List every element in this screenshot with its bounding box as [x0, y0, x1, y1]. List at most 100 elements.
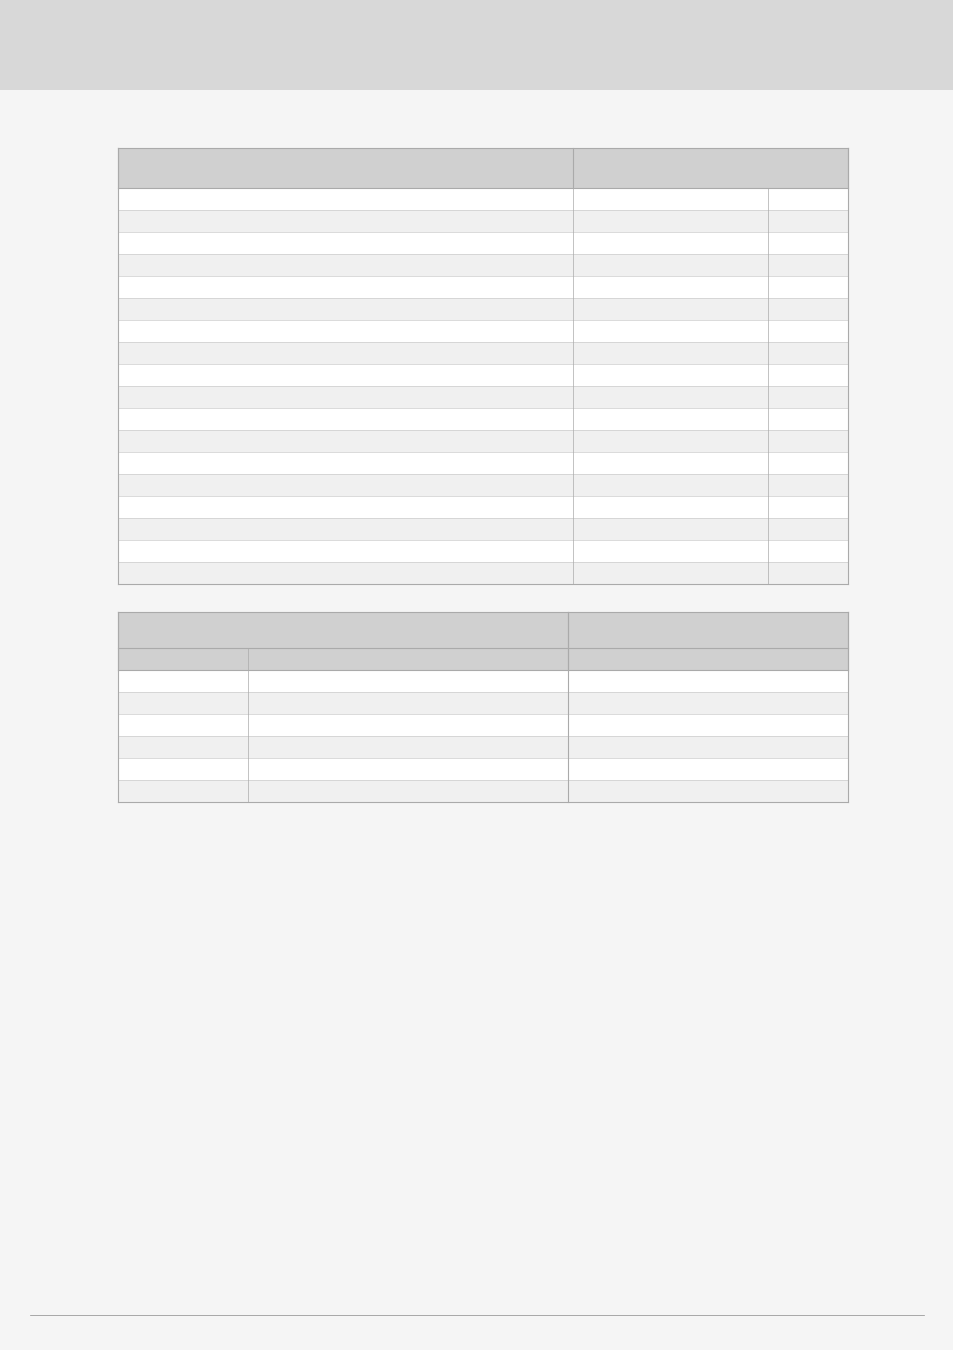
Text: Firmware 1.37 - 09/2006: Firmware 1.37 - 09/2006 [408, 1323, 545, 1332]
Text: s: s [772, 435, 779, 448]
Text: ms: ms [772, 369, 790, 382]
Text: s: s [772, 567, 779, 580]
Text: Control/setpoint inputs of the function: Control/setpoint inputs of the function [126, 621, 396, 634]
Text: 0.00: 0.00 [737, 325, 762, 338]
Text: Lenze setting: Lenze setting [126, 653, 221, 666]
Text: 0.5: 0.5 [743, 545, 762, 558]
Text: → Brake status signal: → Brake status signal [253, 720, 380, 732]
Text: C02599: C02599 [126, 567, 172, 580]
Text: 406: 406 [40, 1323, 66, 1336]
Text: 1.000: 1.000 [729, 522, 762, 536]
Text: Grinding OFF time: Grinding OFF time [206, 567, 314, 580]
Text: C02585: C02585 [126, 281, 172, 294]
Text: Permissible angle of rotation: Permissible angle of rotation [206, 479, 375, 491]
Text: C03165/1: C03165/1 [679, 675, 736, 688]
Text: Status input monitoring: Status input monitoring [206, 259, 346, 271]
Text: Source of starting torque: Source of starting torque [206, 347, 354, 360]
Text: C02598: C02598 [126, 545, 172, 558]
Text: C02589: C02589 [126, 369, 172, 382]
Text: ms: ms [772, 392, 790, 404]
Text: C02594: C02594 [126, 458, 172, 470]
Text: Brake control polarity: Brake control polarity [206, 281, 334, 294]
Text: 0.5: 0.5 [743, 567, 762, 580]
Text: s: s [772, 522, 779, 536]
Text: 0 %: 0 % [219, 784, 242, 798]
Text: Starting torque 1: Starting torque 1 [206, 302, 307, 316]
Text: Activate the brake immediately: Activate the brake immediately [617, 238, 803, 250]
Text: rpm: rpm [772, 215, 796, 228]
Text: Accel./decel. time - grinding: Accel./decel. time - grinding [206, 522, 372, 536]
Text: s: s [772, 545, 779, 558]
Text: FALSE: FALSE [207, 675, 242, 688]
Text: C02580: C02580 [126, 193, 172, 207]
Text: Grinding ON time: Grinding ON time [206, 545, 309, 558]
Text: C03166: C03166 [684, 784, 730, 798]
Text: Lenze: Lenze [840, 1323, 913, 1343]
Text: Signal configuration: Signal configuration [637, 621, 779, 634]
Text: → Dialog level: → Dialog level [358, 122, 455, 135]
Text: Brake activation threshold: Brake activation threshold [206, 215, 362, 228]
Text: C02597: C02597 [126, 522, 172, 536]
Text: → Grind brake: → Grind brake [253, 763, 337, 776]
Text: ▶: ▶ [118, 122, 127, 135]
Text: FALSE: FALSE [207, 720, 242, 732]
Text: FALSE: FALSE [207, 763, 242, 776]
Text: rpm: rpm [772, 501, 796, 514]
Text: °: ° [772, 479, 778, 491]
Text: Control/setpoint input: Control/setpoint input [255, 653, 411, 666]
Text: C02582: C02582 [126, 238, 172, 250]
Text: Grinding speed: Grinding speed [206, 501, 296, 514]
Text: C03165/4: C03165/4 [679, 741, 736, 755]
Text: C02581: C02581 [126, 215, 172, 228]
Text: Parameter setting: Tab: Parameter setting: Tab [132, 122, 279, 135]
Text: Lenze setting: Lenze setting [662, 157, 758, 169]
Text: TA "Multi-purpose positioning" | Brake control: TA "Multi-purpose positioning" | Brake c… [40, 63, 343, 76]
Text: → Activate brake test: → Activate brake test [253, 741, 379, 755]
Text: 0.00: 0.00 [737, 458, 762, 470]
Text: Brake closing time: Brake closing time [206, 369, 315, 382]
Text: 0.00: 0.00 [737, 302, 762, 316]
Text: →: → [476, 122, 495, 135]
Text: 100: 100 [740, 501, 762, 514]
Text: Starting torque 1/2: Starting torque 1/2 [654, 347, 766, 360]
Text: → Additional torque: → Additional torque [253, 784, 370, 798]
Text: 5: 5 [755, 479, 762, 491]
Text: FALSE: FALSE [207, 697, 242, 710]
Text: 50: 50 [747, 215, 762, 228]
Text: Parameters: Parameters [126, 157, 207, 169]
Text: Waiting time - status monit.: Waiting time - status monit. [206, 413, 371, 427]
Text: C02590: C02590 [126, 392, 172, 404]
Text: C02596: C02596 [126, 501, 172, 514]
Text: Nm: Nm [772, 302, 792, 316]
Text: Brake opening time: Brake opening time [206, 392, 322, 404]
Text: C03165/5: C03165/5 [679, 763, 736, 776]
Text: → Open brake (release): → Open brake (release) [253, 675, 393, 688]
Text: Nm: Nm [772, 458, 792, 470]
Text: TAs for positioning tasks: TAs for positioning tasks [40, 46, 203, 59]
Text: Test torque: Test torque [206, 458, 272, 470]
Text: Overview: Overview [437, 122, 503, 135]
Text: C02588: C02588 [126, 347, 172, 360]
Text: Starting torque 2: Starting torque 2 [206, 325, 307, 338]
Text: Not active: Not active [679, 259, 740, 271]
Text: (Multiplexer parameters): (Multiplexer parameters) [618, 653, 796, 666]
Text: C02586: C02586 [126, 302, 172, 316]
Text: Nm: Nm [772, 325, 792, 338]
Text: Operating mode - brake: Operating mode - brake [206, 193, 348, 207]
Text: 100: 100 [740, 413, 762, 427]
Text: Brake resp. to pulse inhibit: Brake resp. to pulse inhibit [206, 238, 365, 250]
Text: → Activate starting torque 2: → Activate starting torque 2 [253, 697, 419, 710]
Text: Value: Value [732, 174, 762, 184]
Text: C02595: C02595 [126, 479, 172, 491]
Text: FALSE: FALSE [207, 741, 242, 755]
Text: Brake control: Brake control [491, 122, 585, 135]
Text: C02587: C02587 [126, 325, 172, 338]
Text: C02591: C02591 [126, 413, 172, 427]
Text: C03165/2: C03165/2 [679, 697, 736, 710]
Text: 100: 100 [740, 369, 762, 382]
Text: 100: 100 [740, 392, 762, 404]
Text: Application parameter: Application parameter [248, 122, 405, 135]
Text: ms: ms [772, 413, 790, 427]
Text: 0.000: 0.000 [729, 435, 762, 448]
Text: 9400 HighLine | Parameter setting & configuration: 9400 HighLine | Parameter setting & conf… [40, 18, 597, 38]
